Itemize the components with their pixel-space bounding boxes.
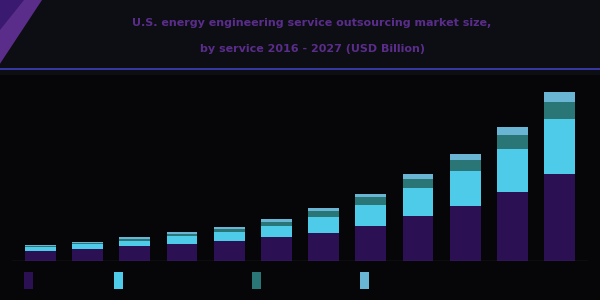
Bar <box>119 247 150 261</box>
Bar <box>114 272 123 289</box>
Bar <box>450 154 481 160</box>
Bar <box>252 272 261 289</box>
Bar <box>497 127 528 135</box>
Bar <box>497 192 528 261</box>
Bar <box>403 188 433 216</box>
Bar <box>544 175 575 261</box>
Bar <box>355 226 386 261</box>
Bar <box>261 221 292 226</box>
Bar <box>308 217 339 232</box>
Bar <box>261 226 292 238</box>
Bar <box>308 211 339 217</box>
Bar <box>119 241 150 247</box>
Bar <box>403 174 433 179</box>
Bar <box>308 232 339 261</box>
Polygon shape <box>0 0 24 30</box>
Bar <box>261 219 292 221</box>
Bar <box>167 232 197 234</box>
Bar <box>403 216 433 261</box>
Bar <box>25 251 56 261</box>
Bar <box>403 179 433 188</box>
Bar <box>450 160 481 171</box>
Bar <box>544 102 575 119</box>
Bar <box>24 272 33 289</box>
Bar <box>360 272 369 289</box>
Bar <box>119 238 150 241</box>
Bar <box>261 238 292 261</box>
Bar <box>167 244 197 261</box>
Bar <box>308 208 339 211</box>
Bar <box>497 135 528 148</box>
Bar <box>214 229 245 232</box>
Bar <box>119 237 150 238</box>
Bar <box>355 197 386 205</box>
Polygon shape <box>0 0 42 64</box>
Bar <box>497 148 528 192</box>
Bar <box>544 119 575 175</box>
Bar <box>355 205 386 226</box>
Bar <box>72 242 103 243</box>
Text: U.S. energy engineering service outsourcing market size,: U.S. energy engineering service outsourc… <box>133 17 491 28</box>
Bar <box>214 232 245 241</box>
Bar <box>72 244 103 249</box>
Bar <box>25 245 56 246</box>
Text: by service 2016 - 2027 (USD Billion): by service 2016 - 2027 (USD Billion) <box>199 44 425 54</box>
Bar <box>167 234 197 236</box>
Bar <box>72 243 103 244</box>
Bar <box>72 249 103 261</box>
Bar <box>214 241 245 261</box>
Bar <box>450 171 481 206</box>
Bar <box>25 247 56 251</box>
Bar <box>355 194 386 197</box>
Bar <box>214 227 245 229</box>
Bar <box>450 206 481 261</box>
Bar <box>167 236 197 244</box>
Bar <box>25 246 56 247</box>
Bar <box>544 92 575 102</box>
